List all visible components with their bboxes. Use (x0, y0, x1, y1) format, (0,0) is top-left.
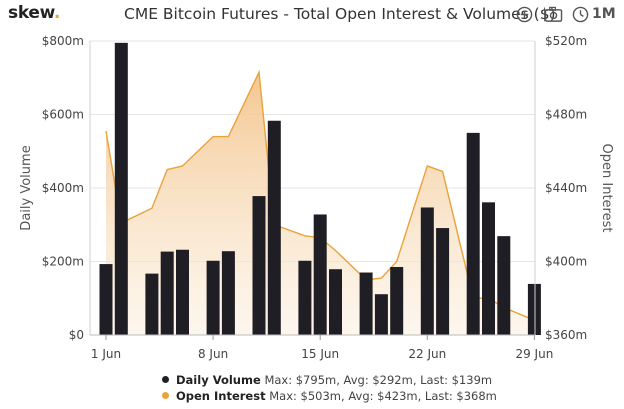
right-tick-label: $520m (545, 34, 587, 48)
chart-header: skew. CME Bitcoin Futures - Total Open I… (0, 0, 624, 30)
volume-bar (313, 214, 327, 335)
volume-bar (160, 251, 174, 335)
chart-title: CME Bitcoin Futures - Total Open Interes… (124, 5, 556, 23)
left-tick-label: $0 (69, 328, 84, 342)
left-tick-label: $800m (42, 34, 84, 48)
right-axis-title: Open Interest (599, 144, 614, 233)
screenshot-button[interactable] (542, 4, 564, 24)
logo-dot: . (53, 3, 61, 23)
legend-oi-stats: Max: $503m, Avg: $423m, Last: $368m (269, 389, 497, 403)
x-tick-label: 1 Jun (91, 347, 121, 361)
camera-icon (544, 6, 562, 22)
x-tick-label: 15 Jun (301, 347, 339, 361)
volume-bar (267, 120, 281, 335)
x-tick-label: 22 Jun (408, 347, 446, 361)
volume-bar (221, 251, 235, 335)
right-tick-label: $360m (545, 328, 587, 342)
volume-bar (114, 42, 128, 336)
left-tick-label: $400m (42, 181, 84, 195)
volume-bars (99, 42, 541, 336)
volume-bar (390, 267, 404, 335)
volume-bar (420, 207, 434, 335)
volume-bar (359, 272, 373, 335)
volume-oi-chart: $0 $200m $400m $600m $800m $360m $400m $440m $48… (19, 34, 614, 361)
volume-bar (497, 236, 511, 335)
oi-legend-dot (162, 392, 169, 399)
legend-item-open-interest[interactable]: Open Interest Max: $503m, Avg: $423m, La… (162, 389, 622, 403)
volume-bar (374, 294, 388, 335)
legend-volume-stats: Max: $795m, Avg: $292m, Last: $139m (264, 373, 493, 387)
right-tick-label: $400m (545, 255, 587, 269)
volume-bar (176, 249, 189, 335)
add-chart-button[interactable] (514, 4, 534, 24)
skew-logo[interactable]: skew. (8, 3, 60, 23)
left-tick-label: $200m (42, 255, 84, 269)
volume-bar (99, 264, 113, 335)
volume-bar (298, 260, 312, 335)
time-range-selector[interactable]: 1M (572, 4, 622, 24)
volume-bar (145, 273, 159, 335)
legend-volume-name: Daily Volume (176, 373, 261, 387)
plus-circle-icon (516, 6, 532, 22)
legend-oi-name: Open Interest (176, 389, 266, 403)
volume-bar (466, 132, 480, 335)
x-tick-label: 8 Jun (198, 347, 228, 361)
left-tick-label: $600m (42, 108, 84, 122)
volume-bar (436, 228, 450, 335)
volume-bar (527, 283, 541, 335)
x-tick-label: 29 Jun (515, 347, 553, 361)
volume-bar (482, 202, 495, 335)
volume-bar (206, 260, 220, 335)
legend-item-daily-volume[interactable]: Daily Volume Max: $795m, Avg: $292m, Las… (162, 373, 622, 387)
clock-icon (572, 6, 589, 22)
right-tick-label: $480m (545, 108, 587, 122)
range-label: 1M (592, 6, 616, 22)
volume-bar (329, 269, 342, 335)
logo-text: skew (8, 3, 54, 23)
volume-bar (252, 196, 266, 335)
axes: $0 $200m $400m $600m $800m $360m $400m $440m $48… (19, 34, 614, 361)
volume-legend-dot (162, 376, 169, 383)
right-tick-label: $440m (545, 181, 587, 195)
left-axis-title: Daily Volume (19, 145, 34, 230)
